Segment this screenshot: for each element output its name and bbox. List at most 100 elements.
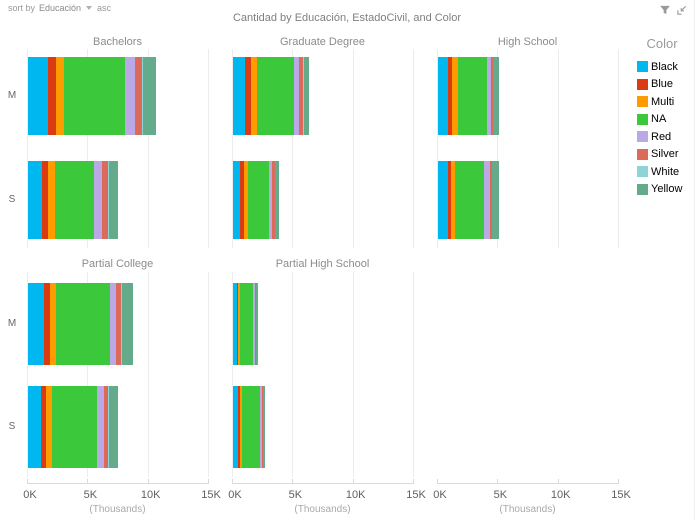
bar-graduate-degree-S[interactable]: [233, 161, 280, 239]
bar-segment-white[interactable]: [121, 283, 123, 365]
bar-segment-multi[interactable]: [250, 57, 257, 135]
legend-swatch: [637, 61, 648, 73]
bar-segment-na[interactable]: [55, 161, 94, 239]
bar-segment-yellow[interactable]: [493, 57, 500, 135]
bar-segment-white[interactable]: [107, 386, 109, 468]
bar-segment-yellow[interactable]: [303, 57, 309, 135]
focus-mode-icon[interactable]: [676, 4, 688, 16]
bar-segment-black[interactable]: [28, 161, 42, 239]
bar-segment-blue[interactable]: [239, 161, 244, 239]
bar-partial-high-school-M[interactable]: [233, 283, 259, 365]
bar-segment-na[interactable]: [257, 57, 294, 135]
legend-item-red[interactable]: Red: [630, 128, 694, 146]
bar-segment-na[interactable]: [56, 283, 111, 365]
bar-segment-multi[interactable]: [238, 283, 240, 365]
bar-segment-blue[interactable]: [236, 283, 239, 365]
bar-segment-silver[interactable]: [254, 283, 256, 365]
bar-segment-blue[interactable]: [244, 57, 251, 135]
bar-segment-yellow[interactable]: [492, 161, 499, 239]
bar-segment-na[interactable]: [242, 386, 260, 468]
bar-segment-na[interactable]: [239, 283, 253, 365]
bar-segment-multi[interactable]: [45, 386, 52, 468]
bar-segment-silver[interactable]: [271, 161, 275, 239]
bar-segment-black[interactable]: [28, 57, 48, 135]
bar-segment-silver[interactable]: [101, 161, 108, 239]
bar-segment-silver[interactable]: [298, 57, 303, 135]
bar-partial-college-M[interactable]: [28, 283, 134, 365]
bar-bachelors-S[interactable]: [28, 161, 118, 239]
bar-segment-red[interactable]: [110, 283, 117, 365]
bar-segment-red[interactable]: [252, 283, 255, 365]
bar-segment-black[interactable]: [28, 283, 45, 365]
bar-segment-yellow[interactable]: [256, 283, 259, 365]
bar-segment-white[interactable]: [107, 161, 109, 239]
bar-segment-blue[interactable]: [448, 161, 452, 239]
bar-segment-multi[interactable]: [50, 283, 57, 365]
bar-segment-white[interactable]: [141, 57, 144, 135]
sort-direction-button[interactable]: asc: [97, 3, 112, 13]
bar-segment-multi[interactable]: [243, 161, 248, 239]
bar-segment-yellow[interactable]: [263, 386, 266, 468]
bar-segment-multi[interactable]: [239, 386, 243, 468]
bar-partial-high-school-S[interactable]: [233, 386, 266, 468]
bar-graduate-degree-M[interactable]: [233, 57, 309, 135]
legend-item-na[interactable]: NA: [630, 111, 694, 129]
bar-bachelors-M[interactable]: [28, 57, 156, 135]
bar-segment-blue[interactable]: [44, 283, 51, 365]
bar-segment-silver[interactable]: [262, 386, 263, 468]
bar-segment-yellow[interactable]: [108, 386, 118, 468]
bar-segment-silver[interactable]: [116, 283, 122, 365]
bar-segment-silver[interactable]: [103, 386, 108, 468]
bar-segment-black[interactable]: [28, 386, 42, 468]
bar-segment-yellow[interactable]: [122, 283, 134, 365]
bar-segment-white[interactable]: [302, 57, 304, 135]
bar-high-school-S[interactable]: [438, 161, 499, 239]
bar-segment-yellow[interactable]: [143, 57, 156, 135]
bar-segment-black[interactable]: [233, 386, 238, 468]
sort-field-dropdown[interactable]: Educación: [39, 3, 82, 13]
bar-segment-multi[interactable]: [48, 161, 55, 239]
bar-segment-na[interactable]: [63, 57, 125, 135]
bar-segment-red[interactable]: [97, 386, 104, 468]
bar-segment-blue[interactable]: [448, 57, 452, 135]
bar-segment-red[interactable]: [93, 161, 102, 239]
filter-icon[interactable]: [659, 4, 671, 16]
legend-item-blue[interactable]: Blue: [630, 76, 694, 94]
legend-item-silver[interactable]: Silver: [630, 146, 694, 164]
bar-segment-blue[interactable]: [47, 57, 56, 135]
bar-segment-yellow[interactable]: [108, 161, 118, 239]
bar-segment-black[interactable]: [233, 161, 240, 239]
bar-segment-black[interactable]: [438, 161, 448, 239]
bar-segment-red[interactable]: [486, 57, 491, 135]
bar-segment-yellow[interactable]: [275, 161, 280, 239]
bar-segment-na[interactable]: [247, 161, 269, 239]
legend-item-multi[interactable]: Multi: [630, 93, 694, 111]
legend-item-black[interactable]: Black: [630, 58, 694, 76]
bar-segment-red[interactable]: [260, 386, 263, 468]
bar-segment-silver[interactable]: [134, 57, 142, 135]
legend-item-white[interactable]: White: [630, 163, 694, 181]
bar-segment-multi[interactable]: [451, 161, 455, 239]
bar-segment-black[interactable]: [233, 57, 245, 135]
bar-segment-red[interactable]: [293, 57, 299, 135]
bar-segment-silver[interactable]: [489, 161, 493, 239]
bar-segment-blue[interactable]: [237, 386, 240, 468]
bar-segment-blue[interactable]: [41, 161, 49, 239]
bar-partial-college-S[interactable]: [28, 386, 118, 468]
bar-segment-red[interactable]: [483, 161, 490, 239]
bar-segment-silver[interactable]: [490, 57, 493, 135]
bar-segment-multi[interactable]: [451, 57, 458, 135]
bar-segment-black[interactable]: [438, 57, 448, 135]
bar-segment-black[interactable]: [233, 283, 237, 365]
bar-high-school-M[interactable]: [438, 57, 500, 135]
bar-segment-red[interactable]: [268, 161, 272, 239]
x-axis-tick: [352, 479, 354, 483]
legend-item-yellow[interactable]: Yellow: [630, 181, 694, 199]
chevron-down-icon[interactable]: [86, 6, 93, 10]
bar-segment-red[interactable]: [124, 57, 135, 135]
bar-segment-na[interactable]: [458, 57, 487, 135]
bar-segment-multi[interactable]: [55, 57, 64, 135]
bar-segment-blue[interactable]: [41, 386, 46, 468]
bar-segment-na[interactable]: [52, 386, 97, 468]
bar-segment-na[interactable]: [454, 161, 484, 239]
